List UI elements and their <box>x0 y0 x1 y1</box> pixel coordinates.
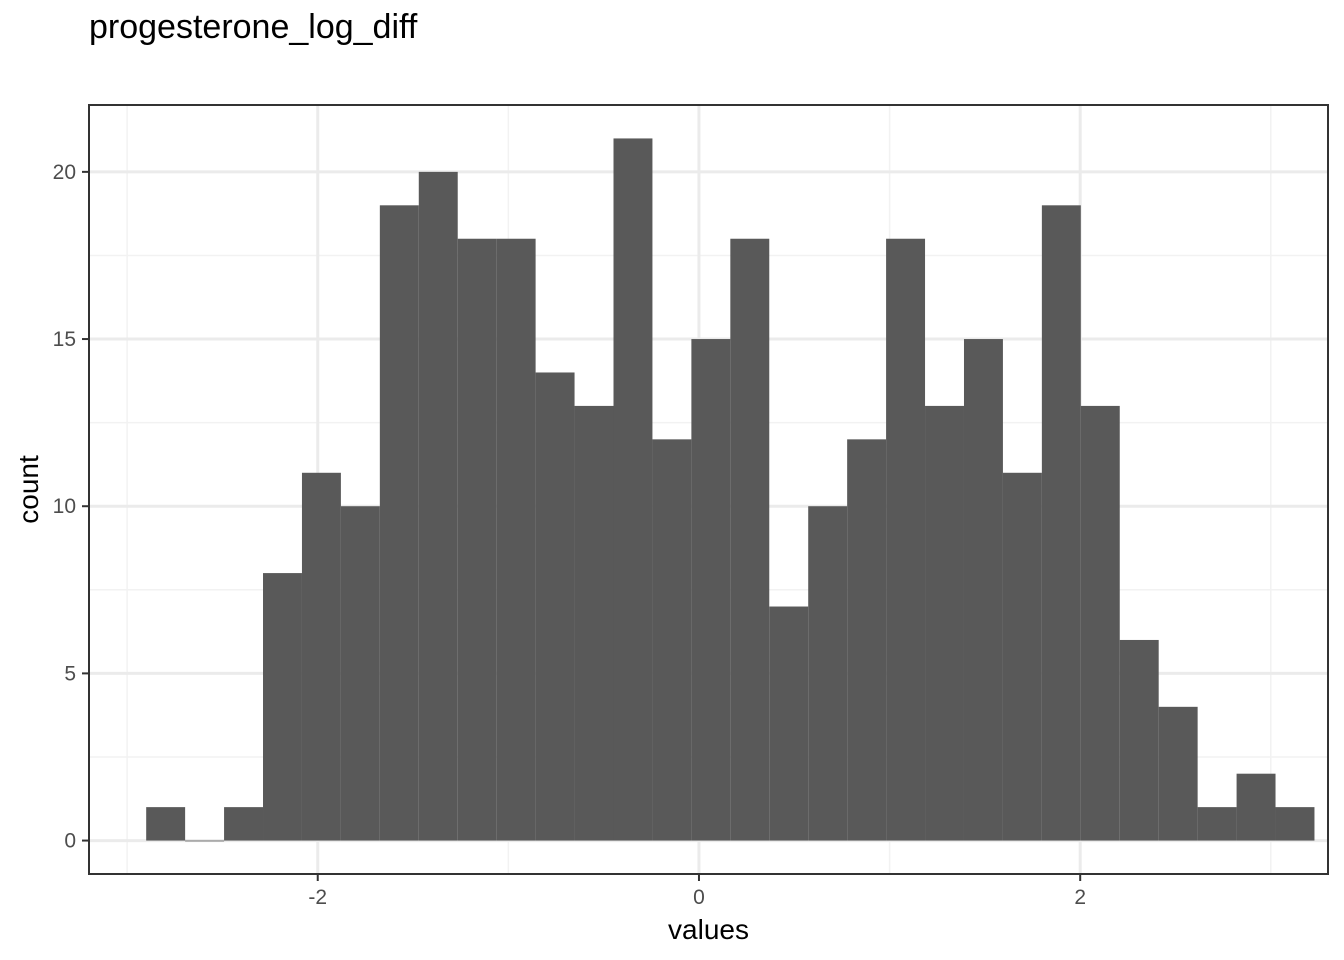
histogram-bar <box>1041 205 1081 841</box>
histogram-bar <box>496 238 536 841</box>
histogram-bar <box>1275 807 1315 841</box>
y-tick-label: 10 <box>53 495 76 518</box>
histogram-bar <box>301 472 341 841</box>
histogram-bar <box>769 606 809 841</box>
x-tick-label: 0 <box>693 886 705 909</box>
panel-border <box>88 104 1329 875</box>
histogram-bar <box>691 339 731 841</box>
histogram-bar <box>574 405 614 841</box>
y-axis-ticks: 0 5 10 15 20 <box>53 161 89 853</box>
histogram-bars <box>146 138 1315 842</box>
histogram-bar <box>146 807 186 841</box>
histogram-bar <box>1197 807 1237 841</box>
histogram-bar <box>1119 639 1159 841</box>
y-tick-label: 15 <box>53 328 76 351</box>
histogram-bar <box>1080 405 1120 841</box>
histogram-bar <box>847 439 887 841</box>
y-axis-title: count <box>13 455 44 524</box>
histogram-bar <box>1158 706 1198 841</box>
histogram-bar <box>185 840 225 842</box>
y-tick-label: 20 <box>53 161 76 184</box>
x-axis-ticks: -2 0 2 <box>308 874 1086 909</box>
histogram-bar <box>457 238 497 841</box>
histogram-bar <box>886 238 926 841</box>
histogram-bar <box>730 238 770 841</box>
histogram-bar <box>1002 472 1042 841</box>
histogram-bar <box>963 339 1003 841</box>
histogram-bar <box>340 506 380 841</box>
histogram-bar <box>379 205 419 841</box>
y-tick-label: 5 <box>64 662 76 685</box>
x-axis-title: values <box>668 914 749 945</box>
histogram-bar <box>925 405 964 841</box>
histogram-bar <box>808 506 848 841</box>
histogram-bar <box>1236 773 1276 841</box>
chart-title: progesterone_log_diff <box>89 8 418 46</box>
histogram-bar <box>263 573 302 841</box>
histogram-bar <box>652 439 692 841</box>
y-tick-label: 0 <box>64 830 76 853</box>
histogram-bar <box>418 171 458 841</box>
x-tick-label: 2 <box>1074 886 1086 909</box>
histogram-bar <box>224 807 264 841</box>
histogram-bar <box>613 138 653 841</box>
x-tick-label: -2 <box>308 886 327 909</box>
histogram-bar <box>535 372 575 841</box>
